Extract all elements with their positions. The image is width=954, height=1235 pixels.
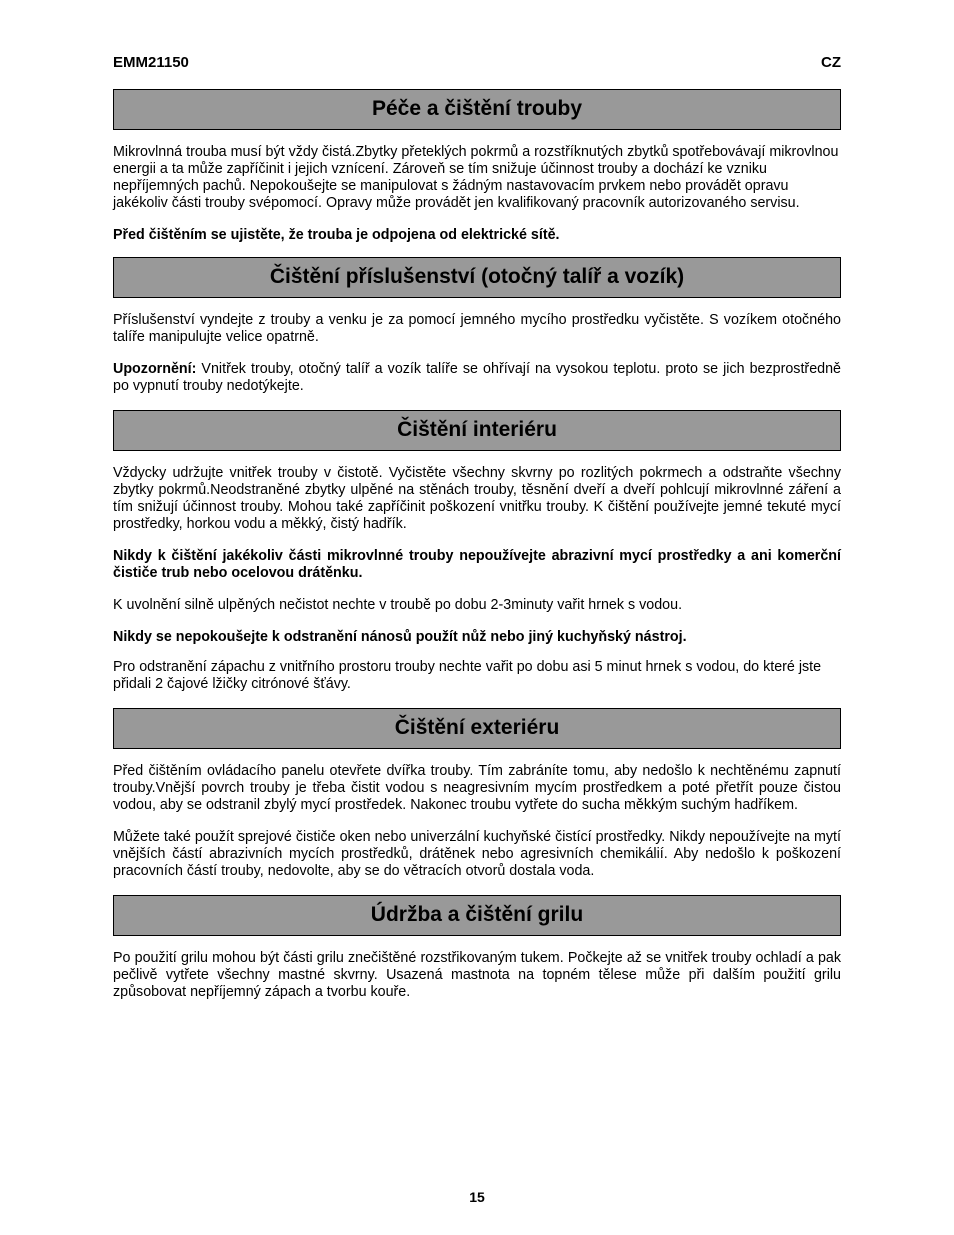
- section-header-care: Péče a čištění trouby: [113, 89, 841, 130]
- body-paragraph: Mikrovlnná trouba musí být vždy čistá.Zb…: [113, 144, 841, 212]
- body-paragraph: Vždycky udržujte vnitřek trouby v čistot…: [113, 465, 841, 533]
- body-paragraph: Upozornění: Vnitřek trouby, otočný talíř…: [113, 361, 841, 395]
- page-header-row: EMM21150 CZ: [113, 54, 841, 71]
- body-paragraph-bold: Nikdy se nepokoušejte k odstranění nános…: [113, 629, 841, 646]
- body-text: Vnitřek trouby, otočný talíř a vozík tal…: [113, 361, 841, 394]
- language-code: CZ: [821, 54, 841, 71]
- model-code: EMM21150: [113, 54, 189, 71]
- body-paragraph: Příslušenství vyndejte z trouby a venku …: [113, 312, 841, 346]
- section-header-grill: Údržba a čištění grilu: [113, 895, 841, 936]
- warning-label: Upozornění:: [113, 361, 196, 377]
- section-header-accessories: Čištění příslušenství (otočný talíř a vo…: [113, 257, 841, 298]
- body-paragraph: Pro odstranění zápachu z vnitřního prost…: [113, 659, 841, 693]
- page-number: 15: [0, 1189, 954, 1205]
- body-paragraph: Před čištěním ovládacího panelu otevřete…: [113, 763, 841, 814]
- document-page: EMM21150 CZ Péče a čištění trouby Mikrov…: [0, 0, 954, 1001]
- body-paragraph-bold: Před čištěním se ujistěte, že trouba je …: [113, 227, 841, 244]
- section-header-interior: Čištění interiéru: [113, 410, 841, 451]
- body-paragraph: Po použití grilu mohou být části grilu z…: [113, 950, 841, 1001]
- body-paragraph: K uvolnění silně ulpěných nečistot necht…: [113, 597, 841, 614]
- body-paragraph-bold: Nikdy k čištění jakékoliv části mikrovln…: [113, 548, 841, 582]
- section-header-exterior: Čištění exteriéru: [113, 708, 841, 749]
- body-paragraph: Můžete také použít sprejové čističe oken…: [113, 829, 841, 880]
